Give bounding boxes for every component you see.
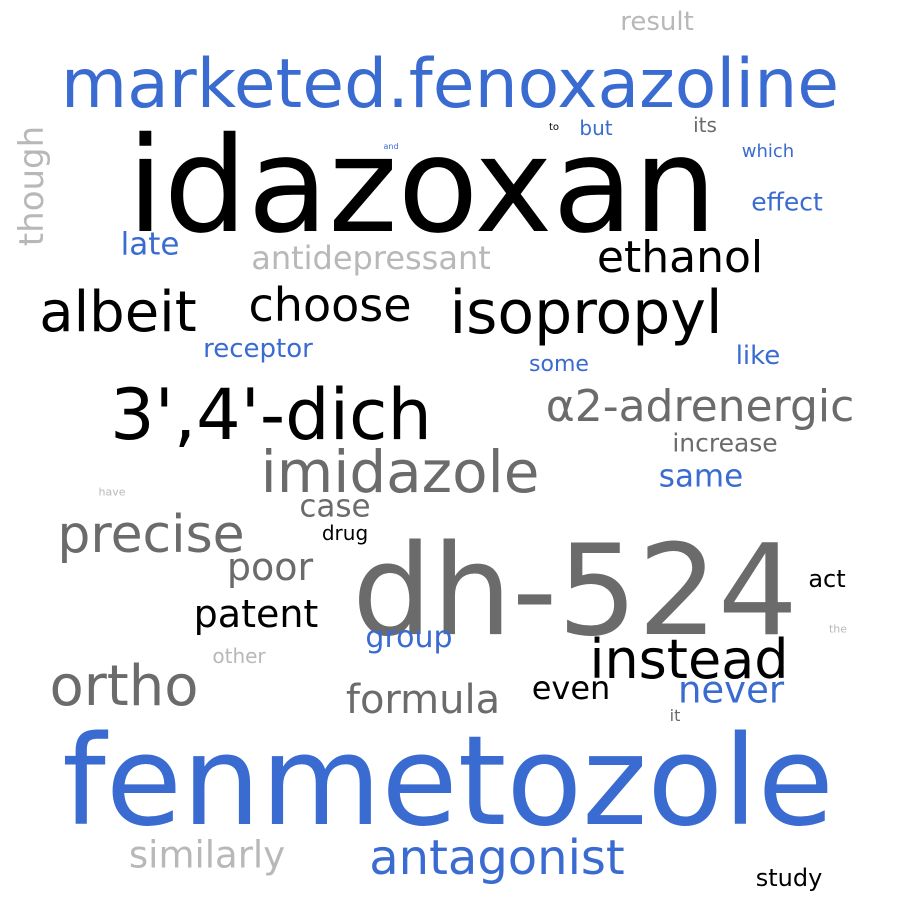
word-isopropyl: isopropyl	[449, 278, 723, 348]
word-to: to	[548, 122, 560, 133]
word-late: late	[120, 226, 180, 263]
word-case: case	[299, 488, 371, 525]
word-marketed-fenoxazoline: marketed.fenoxazoline	[60, 45, 840, 124]
word-antidepressant: antidepressant	[251, 239, 491, 277]
word-its: its	[693, 113, 717, 137]
word-even: even	[531, 669, 611, 707]
word-imidazole: imidazole	[260, 438, 540, 506]
word-though: though	[12, 125, 52, 247]
word-group: group	[365, 620, 453, 655]
word-formula: formula	[345, 677, 501, 723]
word-choose: choose	[248, 278, 412, 332]
word-ortho: ortho	[49, 654, 199, 719]
word-have: have	[98, 485, 126, 499]
word-instead: instead	[589, 628, 789, 691]
word-patent: patent	[193, 592, 319, 636]
word-other: other	[212, 644, 266, 668]
word-the: the	[828, 622, 848, 636]
word-drug: drug	[321, 521, 369, 545]
word-result: result	[620, 7, 694, 37]
word-ethanol: ethanol	[596, 232, 764, 283]
word-antagonist: antagonist	[369, 830, 625, 886]
word-3-4-dich: 3',4'-dich	[110, 374, 432, 456]
word-dh-524: dh-524	[352, 517, 798, 664]
word-effect: effect	[751, 187, 823, 217]
word-some: some	[529, 352, 589, 377]
word-precise: precise	[57, 505, 245, 565]
word-and: and	[383, 142, 399, 151]
word-it: it	[669, 706, 681, 725]
word-fenmetozole: fenmetozole	[62, 710, 834, 854]
word-idazoxan: idazoxan	[126, 109, 718, 263]
word-poor: poor	[226, 545, 314, 589]
word-increase: increase	[672, 428, 778, 458]
word-like: like	[735, 341, 781, 371]
word-but: but	[579, 116, 613, 140]
word-receptor: receptor	[203, 334, 313, 364]
word-same: same	[658, 458, 744, 495]
word-act: act	[808, 565, 846, 593]
word-albeit: albeit	[39, 280, 197, 345]
word-study: study	[755, 864, 823, 892]
word-never: never	[677, 668, 785, 712]
word-which: which	[741, 141, 795, 162]
word-similarly: similarly	[128, 833, 286, 877]
word-alpha2-adrenergic: α2-adrenergic	[545, 381, 855, 432]
